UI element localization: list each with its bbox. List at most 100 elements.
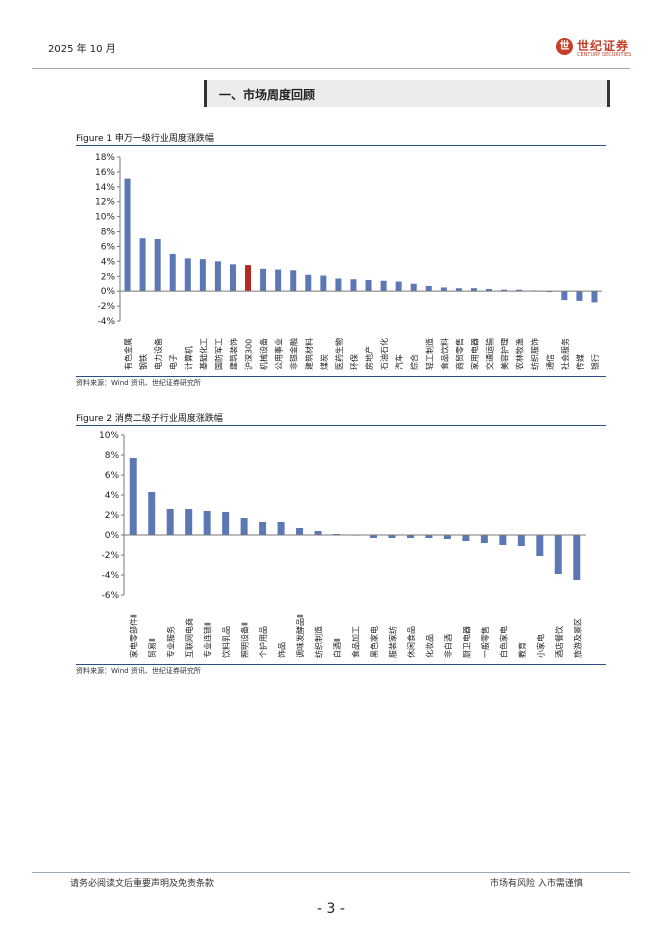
bar bbox=[305, 274, 312, 292]
bar bbox=[517, 535, 525, 546]
x-category-label: 个护用品 bbox=[258, 626, 268, 658]
bar bbox=[380, 280, 387, 292]
x-category-label: 美容护理 bbox=[500, 338, 510, 370]
x-category-label: 综合 bbox=[409, 354, 419, 370]
bar bbox=[425, 535, 433, 538]
bar bbox=[214, 261, 221, 292]
y-tick-label: -2% bbox=[101, 551, 119, 561]
y-tick-label: -4% bbox=[97, 317, 115, 327]
x-category-label: 通信 bbox=[545, 354, 555, 370]
bar bbox=[260, 268, 267, 292]
x-category-label: 家电零部件Ⅱ bbox=[129, 614, 139, 658]
x-category-label: 纺织制造 bbox=[314, 626, 324, 658]
y-tick-label: 8% bbox=[105, 451, 120, 461]
bar bbox=[320, 275, 327, 292]
bar bbox=[410, 283, 417, 292]
figure1-top-rule bbox=[76, 145, 606, 146]
bar bbox=[350, 279, 357, 292]
x-category-label: 汽车 bbox=[394, 354, 404, 370]
bar bbox=[516, 289, 523, 292]
bar bbox=[406, 535, 414, 538]
bar bbox=[166, 509, 174, 535]
x-category-label: 专业服务 bbox=[166, 626, 176, 658]
logo-seal-icon: 世 bbox=[556, 38, 573, 55]
y-tick-label: 16% bbox=[95, 168, 115, 178]
bar bbox=[573, 535, 581, 580]
bar bbox=[139, 238, 146, 292]
x-category-label: 食品饮料 bbox=[439, 338, 449, 370]
logo-name-cn: 世纪证券 bbox=[577, 39, 630, 53]
bar bbox=[395, 281, 402, 292]
bar bbox=[561, 291, 568, 301]
bar bbox=[470, 288, 477, 292]
header-divider bbox=[32, 68, 630, 69]
y-tick-label: 6% bbox=[105, 471, 120, 481]
x-category-label: 沪深300 bbox=[244, 339, 254, 370]
y-tick-label: 4% bbox=[101, 257, 116, 267]
bar bbox=[499, 535, 507, 545]
x-category-label: 旅游及景区 bbox=[572, 618, 582, 658]
x-category-label: 银行 bbox=[590, 354, 600, 370]
bar bbox=[290, 270, 297, 292]
bar bbox=[455, 288, 462, 292]
x-category-label: 白色家电 bbox=[498, 626, 508, 658]
y-tick-label: 18% bbox=[95, 153, 115, 163]
x-category-label: 电子 bbox=[168, 354, 178, 370]
x-category-label: 传媒 bbox=[575, 354, 585, 370]
x-category-label: 建筑材料 bbox=[304, 338, 314, 370]
x-category-label: 交通运输 bbox=[485, 338, 495, 370]
x-category-label: 服装家纺 bbox=[387, 626, 397, 658]
y-tick-label: 6% bbox=[101, 242, 116, 252]
x-category-label: 酒店餐饮 bbox=[554, 626, 564, 658]
x-category-label: 机械设备 bbox=[259, 338, 269, 370]
y-tick-label: 0% bbox=[101, 287, 116, 297]
bar bbox=[148, 492, 156, 535]
y-tick-label: -2% bbox=[97, 302, 115, 312]
footer-risk-warning: 市场有风险 入市需谨慎 bbox=[490, 879, 583, 889]
y-tick-label: 4% bbox=[105, 491, 120, 501]
x-category-label: 化妆品 bbox=[424, 634, 434, 658]
figure2-bottom-rule bbox=[76, 664, 606, 665]
bar bbox=[275, 269, 282, 292]
bar bbox=[576, 291, 583, 301]
x-category-label: 饮料乳品 bbox=[221, 626, 231, 658]
figure2-source: 资料来源：Wind 资讯、世纪证券研究所 bbox=[76, 667, 201, 675]
bar bbox=[169, 253, 176, 292]
bar bbox=[554, 535, 562, 574]
y-tick-label: 12% bbox=[95, 198, 115, 208]
x-category-label: 照明设备Ⅱ bbox=[240, 622, 250, 658]
figure1-title: Figure 1 申万一级行业周度涨跌幅 bbox=[76, 134, 214, 144]
figure2-top-rule bbox=[76, 425, 606, 426]
bar bbox=[296, 528, 304, 535]
chart-sw-industry-weekly-change: -4% -2% 0% 2% 4% 6% 8% 10% 12% 14% 16% 18% 有色金属 钢铁 电力设… bbox=[95, 153, 602, 370]
x-category-label: 贸易Ⅱ bbox=[147, 638, 157, 658]
figure1-bottom-rule bbox=[76, 376, 606, 377]
x-category-label: 调味发酵品Ⅱ bbox=[295, 614, 305, 658]
page-number: - 3 - bbox=[317, 901, 345, 917]
bar bbox=[229, 264, 236, 292]
bar bbox=[129, 458, 137, 535]
x-category-label: 一般零售 bbox=[480, 626, 490, 658]
figure1-source: 资料来源：Wind 资讯、世纪证券研究所 bbox=[76, 379, 201, 387]
x-category-label: 轻工制造 bbox=[424, 338, 434, 370]
x-category-label: 厨卫电器 bbox=[461, 626, 471, 658]
bar bbox=[222, 512, 230, 535]
x-category-label: 电力设备 bbox=[153, 338, 163, 370]
bar bbox=[591, 291, 598, 303]
bar bbox=[480, 535, 488, 543]
y-tick-label: -4% bbox=[101, 571, 119, 581]
y-tick-label: -6% bbox=[101, 591, 119, 601]
bar bbox=[388, 535, 396, 538]
footer-disclaimer: 请务必阅读文后重要声明及免责条款 bbox=[70, 879, 215, 889]
x-category-label: 医药生物 bbox=[334, 338, 344, 370]
x-category-label: 社会服务 bbox=[560, 338, 570, 370]
x-category-label: 教育 bbox=[517, 642, 527, 658]
x-category-label: 公用事业 bbox=[274, 338, 284, 370]
y-tick-label: 10% bbox=[95, 213, 115, 223]
x-category-label: 国防军工 bbox=[213, 338, 223, 370]
y-tick-label: 0% bbox=[105, 531, 120, 541]
bar bbox=[124, 178, 131, 292]
report-date: 2025 年 10 月 bbox=[48, 44, 116, 55]
bar bbox=[440, 287, 447, 292]
x-category-label: 互联网电商 bbox=[184, 618, 194, 658]
